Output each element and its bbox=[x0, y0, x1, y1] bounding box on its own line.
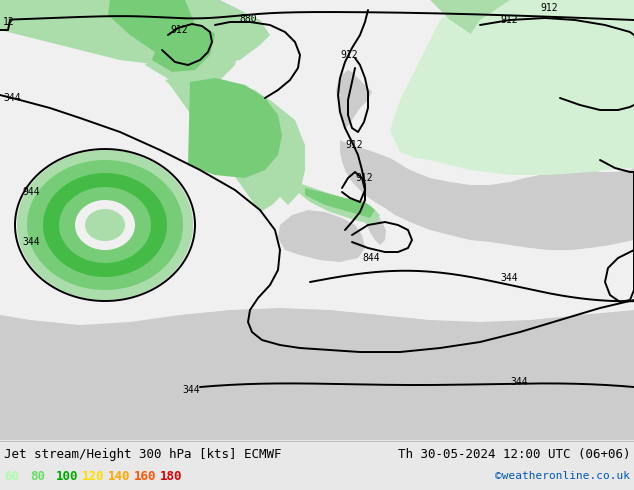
Text: Jet stream/Height 300 hPa [kts] ECMWF: Jet stream/Height 300 hPa [kts] ECMWF bbox=[4, 447, 281, 461]
Polygon shape bbox=[235, 146, 244, 157]
Polygon shape bbox=[145, 25, 240, 90]
Text: 844: 844 bbox=[362, 253, 380, 263]
Text: 120: 120 bbox=[82, 469, 105, 483]
Polygon shape bbox=[75, 200, 135, 250]
Text: ©weatheronline.co.uk: ©weatheronline.co.uk bbox=[495, 471, 630, 481]
Text: 912: 912 bbox=[345, 140, 363, 150]
Polygon shape bbox=[165, 75, 305, 212]
Text: 140: 140 bbox=[108, 469, 131, 483]
Polygon shape bbox=[245, 138, 262, 156]
Polygon shape bbox=[450, 0, 634, 132]
Text: 160: 160 bbox=[134, 469, 157, 483]
Polygon shape bbox=[152, 24, 215, 72]
Text: 344: 344 bbox=[22, 237, 39, 247]
Polygon shape bbox=[17, 150, 193, 300]
Text: 880: 880 bbox=[239, 14, 257, 24]
Text: 344: 344 bbox=[3, 93, 21, 103]
Polygon shape bbox=[340, 140, 634, 250]
Text: Th 30-05-2024 12:00 UTC (06+06): Th 30-05-2024 12:00 UTC (06+06) bbox=[398, 447, 630, 461]
Polygon shape bbox=[430, 0, 634, 60]
Text: 912: 912 bbox=[170, 25, 188, 35]
Polygon shape bbox=[290, 182, 380, 225]
Text: 912: 912 bbox=[355, 173, 373, 183]
Polygon shape bbox=[0, 308, 634, 440]
Text: 80: 80 bbox=[30, 469, 45, 483]
Text: 912: 912 bbox=[340, 50, 358, 60]
Polygon shape bbox=[188, 78, 282, 178]
Text: 180: 180 bbox=[160, 469, 183, 483]
Polygon shape bbox=[390, 0, 634, 175]
Polygon shape bbox=[59, 187, 151, 263]
Text: 912: 912 bbox=[500, 15, 517, 25]
Polygon shape bbox=[27, 160, 183, 290]
Polygon shape bbox=[0, 0, 270, 65]
Polygon shape bbox=[85, 209, 125, 241]
Polygon shape bbox=[560, 0, 634, 30]
Text: 912: 912 bbox=[540, 3, 558, 13]
Text: 344: 344 bbox=[510, 377, 527, 387]
Text: 344: 344 bbox=[500, 273, 517, 283]
Text: 344: 344 bbox=[183, 385, 200, 395]
Polygon shape bbox=[362, 210, 386, 245]
Polygon shape bbox=[148, 26, 175, 37]
Polygon shape bbox=[108, 0, 195, 55]
Text: 100: 100 bbox=[56, 469, 79, 483]
Text: 944: 944 bbox=[22, 187, 39, 197]
Polygon shape bbox=[336, 70, 372, 130]
Text: 60: 60 bbox=[4, 469, 19, 483]
Polygon shape bbox=[278, 210, 365, 262]
Text: 12: 12 bbox=[3, 17, 15, 27]
Polygon shape bbox=[305, 188, 375, 218]
Polygon shape bbox=[43, 173, 167, 277]
